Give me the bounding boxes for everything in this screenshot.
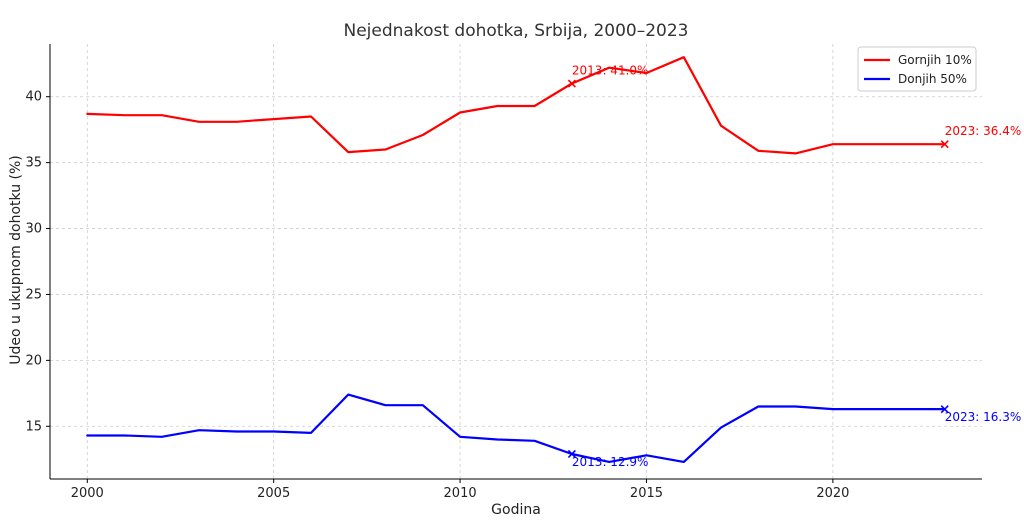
y-tick-label: 25 <box>25 287 42 302</box>
legend: Gornjih 10% Donjih 50% <box>857 46 977 92</box>
y-axis-title: Udeo u ukupnom dohotku (%) <box>8 155 24 365</box>
legend-label: Gornjih 10% <box>898 53 972 67</box>
x-axis-title: Godina <box>491 502 541 518</box>
y-tick-label: 20 <box>25 353 42 368</box>
y-tick-label: 15 <box>25 419 42 434</box>
annotation-marker <box>940 140 949 149</box>
annotation-label: 2013: 41.0% <box>572 64 649 78</box>
x-tick-label: 2000 <box>71 486 104 501</box>
x-tick-label: 2020 <box>816 486 849 501</box>
y-tick-label: 30 <box>25 222 42 237</box>
legend-label: Donjih 50% <box>898 72 967 86</box>
annotation-label: 2023: 16.3% <box>945 410 1022 424</box>
y-tick-label: 40 <box>25 90 42 105</box>
series-layer <box>86 56 946 463</box>
x-tick-label: 2005 <box>257 486 290 501</box>
chart-title: Nejednakost dohotka, Srbija, 2000–2023 <box>344 21 689 41</box>
axes: 2000 2005 2010 2015 2020 15 20 25 30 35 40 <box>25 44 982 501</box>
x-tick-label: 2010 <box>444 486 477 501</box>
y-tick-label: 35 <box>25 156 42 171</box>
series-line-bottom50 <box>86 393 946 463</box>
annotation-marker <box>567 449 576 459</box>
x-tick-label: 2015 <box>630 486 663 501</box>
annotation-label: 2023: 36.4% <box>945 124 1022 138</box>
grid <box>50 44 982 479</box>
series-line-top10 <box>86 56 946 155</box>
annotation-marker <box>940 405 949 414</box>
annotation-marker <box>567 79 576 88</box>
annotation-label: 2013: 12.9% <box>572 455 649 469</box>
annotations-layer: 2013: 41.0% 2023: 36.4% 2013: 12.9% 2023: 1… <box>567 64 1022 469</box>
